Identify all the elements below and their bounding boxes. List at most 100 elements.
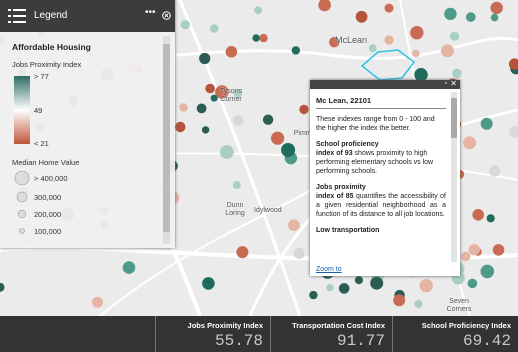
stat-panel: Jobs Proximity Index 55.78: [155, 316, 271, 352]
map-point[interactable]: [412, 49, 420, 58]
map-point[interactable]: [384, 3, 394, 13]
map-point[interactable]: [259, 33, 268, 43]
map-point[interactable]: [225, 46, 238, 58]
maximize-button[interactable]: ▫: [444, 80, 447, 87]
map-point[interactable]: [281, 143, 296, 157]
map-point[interactable]: [309, 290, 318, 300]
close-button[interactable]: [162, 11, 171, 20]
map-point[interactable]: [180, 20, 190, 30]
map-point[interactable]: [508, 58, 518, 70]
map-point[interactable]: [468, 244, 480, 256]
map-point[interactable]: [467, 278, 478, 289]
map-point[interactable]: [480, 117, 493, 130]
more-button[interactable]: •••: [145, 7, 156, 18]
stat-label: School Proficiency Index: [421, 321, 511, 330]
scrollbar[interactable]: [163, 36, 170, 244]
map-point[interactable]: [338, 283, 350, 294]
map-point[interactable]: [293, 247, 305, 259]
stat-label: Jobs Proximity Index: [187, 321, 263, 330]
map-point[interactable]: [232, 115, 244, 126]
map-point[interactable]: [472, 209, 485, 221]
map-point[interactable]: [215, 85, 229, 99]
map-point[interactable]: [199, 52, 211, 65]
map-label: McLean: [335, 35, 368, 45]
map-point[interactable]: [355, 10, 368, 23]
map-point[interactable]: [463, 136, 477, 150]
ramp-label: 49: [34, 106, 43, 115]
map-point[interactable]: [410, 26, 424, 40]
map-point[interactable]: [419, 278, 433, 293]
popup-text: School proficiency index of 93 shows prox…: [316, 140, 446, 176]
close-button[interactable]: ✕: [450, 79, 457, 88]
map-point[interactable]: [329, 37, 340, 48]
map-point[interactable]: [254, 6, 262, 15]
map-point[interactable]: [92, 296, 103, 308]
map-point[interactable]: [210, 94, 218, 102]
map-point[interactable]: [393, 294, 406, 307]
menu-icon[interactable]: [8, 8, 26, 24]
stat-panel: School Proficiency Index 69.42: [392, 316, 518, 352]
map-point[interactable]: [466, 12, 476, 22]
stat-value: 91.77: [336, 332, 385, 350]
map-point[interactable]: [509, 126, 518, 138]
map-point[interactable]: [196, 103, 207, 114]
ramp-label: > 77: [34, 72, 49, 81]
map-point[interactable]: [262, 114, 274, 125]
popup-heading: School proficiency: [316, 141, 379, 148]
stat-panel: Transportation Cost Index 91.77: [270, 316, 393, 352]
map-point[interactable]: [490, 1, 503, 15]
stat-value: 55.78: [214, 332, 263, 350]
map-point[interactable]: [122, 261, 136, 274]
map-point[interactable]: [205, 83, 215, 94]
legend-section-title: Median Home Value: [12, 158, 80, 167]
map-point[interactable]: [489, 165, 501, 177]
map-point[interactable]: [271, 131, 285, 145]
map-point[interactable]: [370, 276, 384, 290]
size-label: > 400,000: [34, 174, 68, 183]
map-point[interactable]: [0, 282, 5, 292]
stat-value: 69.42: [462, 332, 511, 350]
map-point[interactable]: [414, 68, 428, 82]
map-point[interactable]: [480, 264, 495, 279]
map-point[interactable]: [449, 31, 460, 41]
map-point[interactable]: [179, 103, 188, 112]
map-point[interactable]: [220, 145, 234, 159]
map-point[interactable]: [486, 214, 495, 223]
popup-heading: Low transportation: [316, 227, 380, 234]
map-point[interactable]: [452, 68, 462, 79]
popup-text: index of: [316, 150, 343, 157]
map-point[interactable]: [232, 181, 241, 189]
map-point[interactable]: [201, 126, 210, 134]
popup: ▫ ✕ Mc Lean, 22101 These indexes range f…: [310, 79, 460, 276]
map-point[interactable]: [444, 7, 457, 21]
map-point[interactable]: [318, 0, 331, 12]
map-point[interactable]: [252, 34, 260, 42]
map-point[interactable]: [490, 13, 499, 22]
stat-label: Transportation Cost Index: [292, 321, 385, 330]
map-label: Dunn Loring: [225, 202, 245, 217]
map-point[interactable]: [202, 277, 215, 290]
map-point[interactable]: [209, 24, 219, 33]
index-value: 85: [345, 193, 354, 200]
map-point[interactable]: [175, 121, 186, 133]
map-point[interactable]: [326, 284, 334, 292]
map-point[interactable]: [354, 276, 363, 285]
map-point[interactable]: [368, 44, 377, 53]
map-point[interactable]: [441, 44, 454, 58]
map-point[interactable]: [233, 88, 243, 98]
zoom-link[interactable]: Zoom to: [316, 266, 342, 273]
map-point[interactable]: [492, 244, 505, 256]
map-point[interactable]: [291, 46, 300, 55]
popup-text: Jobs proximity index of 85 quantifies the…: [316, 183, 446, 219]
popup-text: quantifies the accessibility of a given …: [316, 193, 446, 218]
legend-title: Legend: [34, 10, 68, 21]
map-point[interactable]: [288, 219, 300, 231]
map-point[interactable]: [414, 300, 423, 308]
map-point[interactable]: [236, 246, 249, 259]
map-point[interactable]: [460, 251, 471, 262]
ramp-label: < 21: [34, 139, 49, 148]
scrollbar[interactable]: [451, 92, 457, 262]
map-point[interactable]: [384, 35, 394, 45]
map-point[interactable]: [299, 104, 309, 115]
